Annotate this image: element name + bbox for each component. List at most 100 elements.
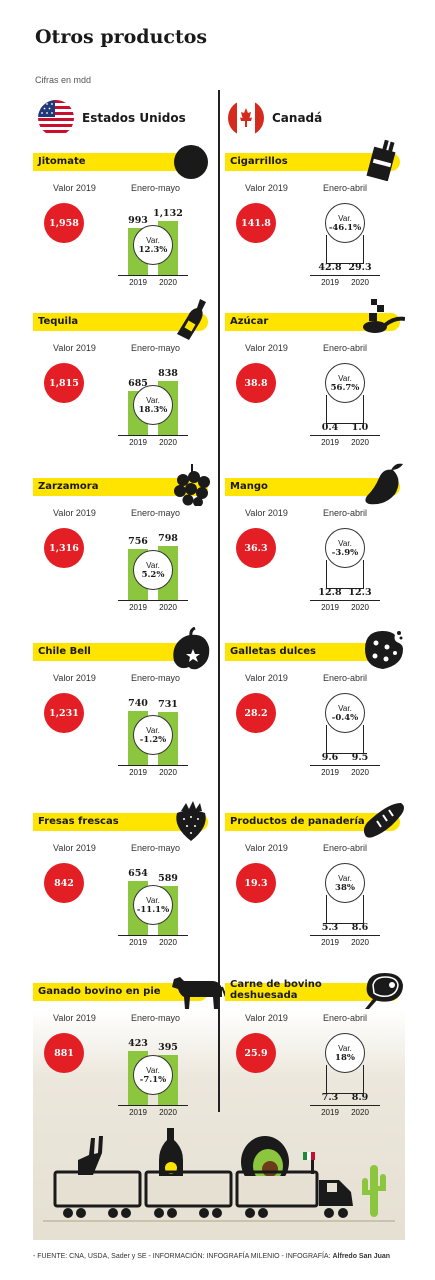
year-label: 2020: [351, 938, 369, 947]
period-label: Enero-mayo: [131, 343, 181, 353]
label-band: [33, 478, 208, 496]
value-2019-circle: 1,316: [44, 528, 84, 568]
period-label: Enero-abril: [323, 673, 368, 683]
bracket-line: [326, 235, 364, 264]
product-panel: Tequila Valor 2019 Enero-mayo 1,815 685 2019 8…: [33, 299, 213, 470]
bottle-icon: [169, 297, 213, 341]
variation-circle: Var. -3.9%: [325, 528, 365, 568]
valor-label: Valor 2019: [53, 843, 96, 853]
variation-value: 18%: [335, 1052, 355, 1063]
tomato-icon: [169, 137, 213, 181]
bar-value-label: 395: [158, 1042, 178, 1053]
period-label: Enero-mayo: [131, 1013, 181, 1023]
bar-value-label: 838: [158, 368, 178, 379]
valor-label: Valor 2019: [53, 343, 96, 353]
year-label: 2020: [159, 278, 177, 287]
bar-value-label: 29.3: [348, 262, 372, 273]
product-title: Ganado bovino en pie: [38, 986, 161, 997]
product-panel: Carne de bovino deshuesada Valor 2019 Ener…: [225, 973, 405, 1140]
bar-value-label: 0.4: [321, 422, 339, 433]
value-2019-circle: 1,958: [44, 203, 84, 243]
bar-value-label: 5.3: [321, 922, 339, 933]
canada-flag-icon: [228, 100, 264, 136]
product-title: Carne de bovino deshuesada: [230, 979, 322, 1001]
steak-icon: [361, 967, 405, 1011]
product-panel: Azúcar Valor 2019 Enero-abril 38.8 0.4 2019 1.…: [225, 299, 406, 470]
variation-value: -11.1%: [136, 904, 170, 915]
period-label: Enero-mayo: [131, 673, 181, 683]
mini-bar-chart: 685 2019 838 2020 Var. 18.3%: [118, 355, 188, 447]
product-panel: Cigarrillos Valor 2019 Enero-abril 141.8 42.…: [225, 139, 405, 310]
year-label: 2019: [129, 438, 147, 447]
blackberry-icon: [169, 462, 213, 507]
cookie-icon: [361, 627, 405, 671]
year-label: 2020: [351, 603, 369, 612]
year-label: 2020: [159, 938, 177, 947]
year-label: 2019: [129, 278, 147, 287]
mango-icon: [361, 462, 405, 506]
label-band: [225, 813, 400, 831]
value-2019-circle: 28.2: [236, 693, 276, 733]
variation-label: Var.: [146, 560, 160, 570]
product-title: Galletas dulces: [230, 646, 316, 657]
bar-value-label: 798: [158, 533, 178, 544]
baseline: [310, 275, 380, 276]
valor-label: Valor 2019: [53, 508, 96, 518]
bar-value-label: 12.3: [348, 587, 372, 598]
unit-note: Cifras en mdd: [35, 75, 92, 85]
valor-label: Valor 2019: [245, 343, 288, 353]
variation-value: -1.2%: [139, 734, 167, 745]
bar-value-label: 9.5: [351, 752, 369, 763]
cactus-icon: [362, 1165, 386, 1217]
product-title: Cigarrillos: [230, 156, 288, 167]
value-2019-circle: 1,815: [44, 363, 84, 403]
strawberry-icon: [169, 797, 213, 841]
variation-circle: Var. 18%: [325, 1033, 365, 1073]
valor-label: Valor 2019: [53, 183, 96, 193]
period-label: Enero-abril: [323, 343, 368, 353]
period-label: Enero-mayo: [131, 183, 181, 193]
variation-label: Var.: [146, 235, 160, 245]
bar-value-label: 12.8: [318, 587, 342, 598]
variation-value: 38%: [335, 882, 355, 893]
year-label: 2019: [321, 938, 339, 947]
product-panel: Galletas dulces Valor 2019 Enero-abril 28.2…: [225, 631, 405, 800]
variation-circle: Var. -0.4%: [325, 693, 365, 733]
baseline: [118, 435, 188, 436]
bar-value-label: 423: [128, 1038, 148, 1049]
footer: - FUENTE: CNA, USDA, Sader y SE - INFORM…: [33, 1253, 390, 1260]
product-panel: Jitomate Valor 2019 Enero-mayo 1,958 993 2019…: [33, 145, 213, 310]
mini-bar-chart: 42.8 2019 29.3 2020 Var. -46.1%: [310, 195, 380, 287]
year-label: 2020: [159, 438, 177, 447]
pepper-icon: [169, 626, 213, 671]
product-panel: Zarzamora Valor 2019 Enero-mayo 1,316 756 201…: [33, 464, 213, 635]
bar-value-label: 589: [158, 873, 178, 884]
period-label: Enero-abril: [323, 843, 368, 853]
year-label: 2019: [129, 938, 147, 947]
bracket-line: [326, 895, 364, 924]
year-label: 2019: [321, 1108, 339, 1117]
baseline: [118, 935, 188, 936]
country-name-us: Estados Unidos: [82, 111, 186, 125]
mini-bar-chart: 740 2019 731 2020 Var. -1.2%: [118, 685, 188, 777]
page-title: Otros productos: [35, 26, 208, 48]
label-band: [33, 983, 208, 1001]
bar-value-label: 8.9: [351, 1092, 369, 1103]
mini-bar-chart: 0.4 2019 1.0 2020 Var. 56.7%: [310, 355, 380, 447]
value-2019-circle: 881: [44, 1033, 84, 1073]
variation-label: Var.: [146, 895, 160, 905]
footer-source: - FUENTE: CNA, USDA, Sader y SE - INFORM…: [33, 1253, 333, 1260]
value-2019-circle: 38.8: [236, 363, 276, 403]
footer-author: Alfredo San Juan: [332, 1253, 391, 1260]
year-label: 2019: [321, 603, 339, 612]
product-title: Mango: [230, 481, 268, 492]
year-label: 2019: [129, 1108, 147, 1117]
variation-label: Var.: [146, 395, 160, 405]
product-title: Tequila: [38, 316, 79, 327]
baseline: [118, 275, 188, 276]
baseline: [310, 935, 380, 936]
bracket-line: [326, 725, 364, 754]
year-label: 2020: [159, 603, 177, 612]
bracket-line: [326, 395, 364, 424]
cigarette-pack-icon: [361, 137, 405, 182]
